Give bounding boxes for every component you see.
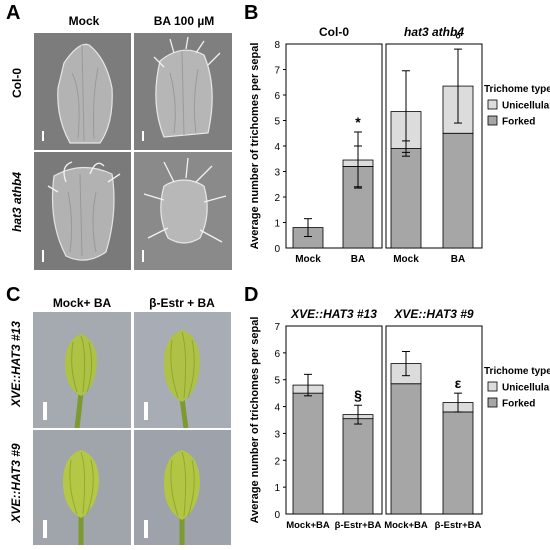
photo-xve13-mock xyxy=(33,312,131,428)
chart-b-ytick-label: 8 xyxy=(274,40,280,51)
chart-b-ytick-label: 1 xyxy=(274,219,280,230)
chart-d-category-label: β-Estr+BA xyxy=(335,520,382,531)
chart-panel-d: Average number of trichomes per sepal 0 1 2… xyxy=(246,296,550,545)
chart-d-legend-swatch xyxy=(487,397,498,408)
chart-d-legend-title: Trichome type xyxy=(484,366,550,377)
chart-d-ylabel: Average number of trichomes per sepal xyxy=(249,317,261,524)
chart-b-ytick-label: 0 xyxy=(274,244,280,255)
chart-b-ytick-label: 3 xyxy=(274,168,280,179)
chart-b-group-title: Col-0 xyxy=(319,25,349,39)
panel-c-row-13: XVE::HAT3 #13 xyxy=(9,321,23,407)
chart-d-legend-label: Forked xyxy=(502,399,535,410)
panel-c-letter: C xyxy=(6,284,21,306)
chart-d-ytick-label: 5 xyxy=(274,376,280,387)
panel-a-row-hat3: hat3 athb4 xyxy=(10,172,24,233)
chart-d-group-title: XVE::HAT3 #9 xyxy=(393,307,473,321)
panel-a-row-col0: Col-0 xyxy=(10,68,24,98)
chart-d-significance-marker: § xyxy=(354,387,362,403)
chart-b-ytick-label: 4 xyxy=(274,142,280,153)
panel-c-row-9: XVE::HAT3 #9 xyxy=(9,443,23,523)
chart-b-category-label: BA xyxy=(351,254,365,265)
panel-d-letter: D xyxy=(244,284,259,306)
chart-b-bar-forked xyxy=(442,132,474,249)
chart-d-ytick-label: 6 xyxy=(274,349,280,360)
chart-d-significance-marker: ε xyxy=(455,375,462,391)
chart-d-category-label: β-Estr+BA xyxy=(435,520,482,531)
chart-b-legend-label: Unicellular xyxy=(502,101,550,112)
chart-d-ytick-label: 3 xyxy=(274,429,280,440)
chart-d-category-label: Mock+BA xyxy=(286,520,330,531)
sem-image-hat3-mock xyxy=(34,152,131,270)
chart-b-category-label: BA xyxy=(451,254,465,265)
chart-d-bar-forked xyxy=(390,383,422,515)
chart-b-significance-marker: * xyxy=(355,114,361,130)
sem-image-col0-ba xyxy=(134,33,232,150)
chart-b-ytick-label: 7 xyxy=(274,66,280,77)
chart-d-bar-forked xyxy=(442,411,474,515)
chart-d-category-label: Mock+BA xyxy=(384,520,428,531)
chart-d-group-frame xyxy=(385,325,483,515)
chart-d-ytick-label: 4 xyxy=(274,403,280,414)
panel-c-header-mock: Mock+ BA xyxy=(52,296,112,310)
chart-d-bar-forked xyxy=(292,392,324,515)
chart-b-significance-marker: ° xyxy=(455,31,461,47)
chart-d-ytick-label: 0 xyxy=(274,510,280,521)
panel-b-letter: B xyxy=(244,2,259,24)
chart-d-group-frame xyxy=(285,325,383,515)
photo-xve9-estr xyxy=(134,430,231,545)
photo-xve9-mock xyxy=(33,430,131,545)
chart-d-ytick-label: 7 xyxy=(274,322,280,333)
chart-d-ytick-label: 2 xyxy=(274,456,280,467)
chart-d-legend-swatch xyxy=(487,381,498,392)
chart-b-group-title: hat3 athb4 xyxy=(404,25,464,39)
chart-b-category-label: Mock xyxy=(393,254,419,265)
chart-b-legend-title: Trichome type xyxy=(484,84,550,95)
chart-panel-b: Average number of trichomes per sepal 0 1 2… xyxy=(246,14,550,276)
chart-b-legend-swatch xyxy=(487,115,498,126)
panel-c-header-estr: β-Estr + BA xyxy=(149,296,215,310)
chart-b-ylabel: Average number of trichomes per sepal xyxy=(249,43,261,250)
chart-b-category-label: Mock xyxy=(295,254,321,265)
sem-image-col0-mock xyxy=(34,33,131,150)
photo-xve13-estr xyxy=(134,312,231,428)
chart-b-legend-label: Forked xyxy=(502,117,535,128)
chart-b-ytick-label: 5 xyxy=(274,117,280,128)
chart-d-ytick-label: 1 xyxy=(274,483,280,494)
chart-b-bar-forked xyxy=(390,148,422,249)
panel-a-header-ba: BA 100 µM xyxy=(153,14,215,28)
chart-d-bar-forked xyxy=(342,418,374,515)
panel-a-letter: A xyxy=(6,2,21,24)
panel-a-header-mock: Mock xyxy=(68,14,100,28)
chart-b-group-frame xyxy=(385,43,483,249)
sem-image-hat3-ba xyxy=(134,152,232,270)
chart-d-legend-label: Unicellular xyxy=(502,383,550,394)
chart-b-legend-swatch xyxy=(487,99,498,110)
chart-b-ytick-label: 6 xyxy=(274,91,280,102)
chart-d-group-title: XVE::HAT3 #13 xyxy=(290,307,377,321)
chart-b-ytick-label: 2 xyxy=(274,193,280,204)
